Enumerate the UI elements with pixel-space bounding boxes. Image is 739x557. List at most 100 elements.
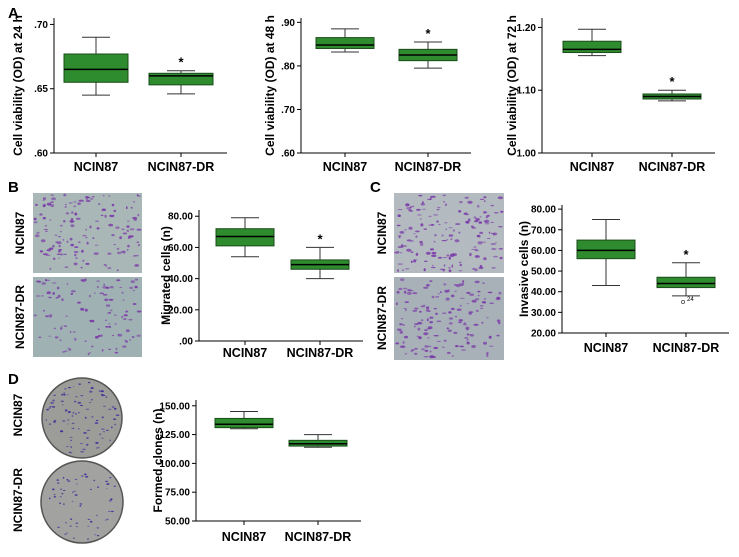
stain-dot xyxy=(63,219,66,223)
stain-dot xyxy=(108,223,114,227)
stain-dot xyxy=(71,211,74,214)
stain-dot xyxy=(476,309,479,312)
stain-dot xyxy=(62,420,66,422)
stain-dot xyxy=(72,491,74,494)
stain-dot xyxy=(108,311,112,313)
stain-dot xyxy=(406,248,412,252)
stain-dot xyxy=(497,321,501,325)
stain-dot xyxy=(49,316,52,318)
y-tick-label: .60 xyxy=(281,149,295,160)
stain-dot xyxy=(63,392,66,394)
stain-dot xyxy=(414,323,419,325)
stain-dot xyxy=(493,212,499,214)
stain-dot xyxy=(56,241,62,245)
stain-dot xyxy=(41,282,46,285)
stain-dot xyxy=(54,234,58,236)
y-axis-label: Cell viability (OD) at 48 h xyxy=(263,15,277,156)
stain-dot xyxy=(137,243,141,247)
x-tick-label: NCIN87-DR xyxy=(639,160,706,174)
stain-dot xyxy=(85,262,90,265)
stain-dot xyxy=(61,325,63,327)
stain-dot xyxy=(69,330,72,334)
stain-dot xyxy=(491,247,497,251)
x-tick-label: NCIN87 xyxy=(222,530,267,544)
stain-dot xyxy=(74,494,78,496)
photo-label-b-ncin87: NCIN87 xyxy=(13,211,27,254)
stain-dot xyxy=(108,348,112,350)
y-axis-label: Cell viability (OD) at 72 h xyxy=(505,15,519,156)
stain-dot xyxy=(433,240,436,243)
stain-dot xyxy=(108,408,112,410)
stain-dot xyxy=(62,477,65,479)
stain-dot xyxy=(104,319,108,321)
stain-dot xyxy=(59,339,62,342)
stain-dot xyxy=(51,488,55,491)
stain-dot xyxy=(127,220,130,222)
stain-dot xyxy=(404,335,408,339)
stain-dot xyxy=(105,488,108,490)
stain-dot xyxy=(66,423,69,425)
stain-dot xyxy=(419,218,422,220)
stain-dot xyxy=(139,195,141,197)
stain-dot xyxy=(44,203,46,207)
y-tick-label: 80.00 xyxy=(531,205,556,216)
stain-dot xyxy=(85,196,89,199)
stain-dot xyxy=(99,292,104,294)
stain-dot xyxy=(60,231,62,233)
stain-dot xyxy=(84,278,87,282)
stain-dot xyxy=(48,296,52,299)
stain-dot xyxy=(129,339,132,341)
stain-dot xyxy=(88,352,92,354)
stain-dot xyxy=(77,202,81,205)
x-tick-label: NCIN87-DR xyxy=(148,160,215,174)
stain-dot xyxy=(111,334,115,337)
stain-dot xyxy=(479,305,484,307)
stain-dot xyxy=(63,393,66,396)
stain-dot xyxy=(470,225,474,228)
y-tick-label: 20.00 xyxy=(168,305,193,316)
stain-dot xyxy=(397,214,401,217)
stain-dot xyxy=(429,321,434,324)
stain-dot xyxy=(74,253,77,257)
stain-dot xyxy=(448,234,454,237)
stain-dot xyxy=(130,280,135,283)
cell-stain-pattern xyxy=(394,194,504,273)
y-tick-label: 1.20 xyxy=(517,23,537,34)
stain-dot xyxy=(499,256,503,260)
stain-dot xyxy=(455,223,461,225)
y-tick-label: 50.00 xyxy=(531,267,556,278)
stain-dot xyxy=(94,534,97,536)
stain-dot xyxy=(404,229,407,231)
stain-dot xyxy=(419,310,422,313)
stain-dot xyxy=(74,478,78,480)
stain-dot xyxy=(64,409,68,412)
stain-dot xyxy=(420,305,425,308)
stain-dot xyxy=(101,437,104,439)
stain-dot xyxy=(456,308,462,311)
stain-dot xyxy=(85,198,89,200)
stain-dot xyxy=(443,339,447,342)
stain-dot xyxy=(473,246,477,248)
stain-dot xyxy=(453,284,459,286)
stain-dot xyxy=(64,206,67,208)
y-tick-label: 60.00 xyxy=(168,243,193,254)
stain-dot xyxy=(450,238,453,241)
stain-dot xyxy=(33,314,37,317)
stain-dot xyxy=(124,339,127,341)
stain-dot xyxy=(465,220,470,224)
stain-dot xyxy=(126,206,128,210)
stain-dot xyxy=(79,505,82,507)
stain-dot xyxy=(96,280,100,282)
stain-dot xyxy=(400,278,405,282)
stain-dot xyxy=(41,294,44,297)
stain-dot xyxy=(463,322,467,325)
stain-dot xyxy=(61,404,64,406)
stain-dot xyxy=(433,346,439,350)
stain-dot xyxy=(36,280,42,283)
stain-dot xyxy=(443,264,446,267)
stain-dot xyxy=(128,319,133,321)
y-tick-label: .70 xyxy=(281,105,295,116)
stain-dot xyxy=(45,230,48,232)
stain-dot xyxy=(483,196,487,199)
stain-dot xyxy=(419,240,423,244)
